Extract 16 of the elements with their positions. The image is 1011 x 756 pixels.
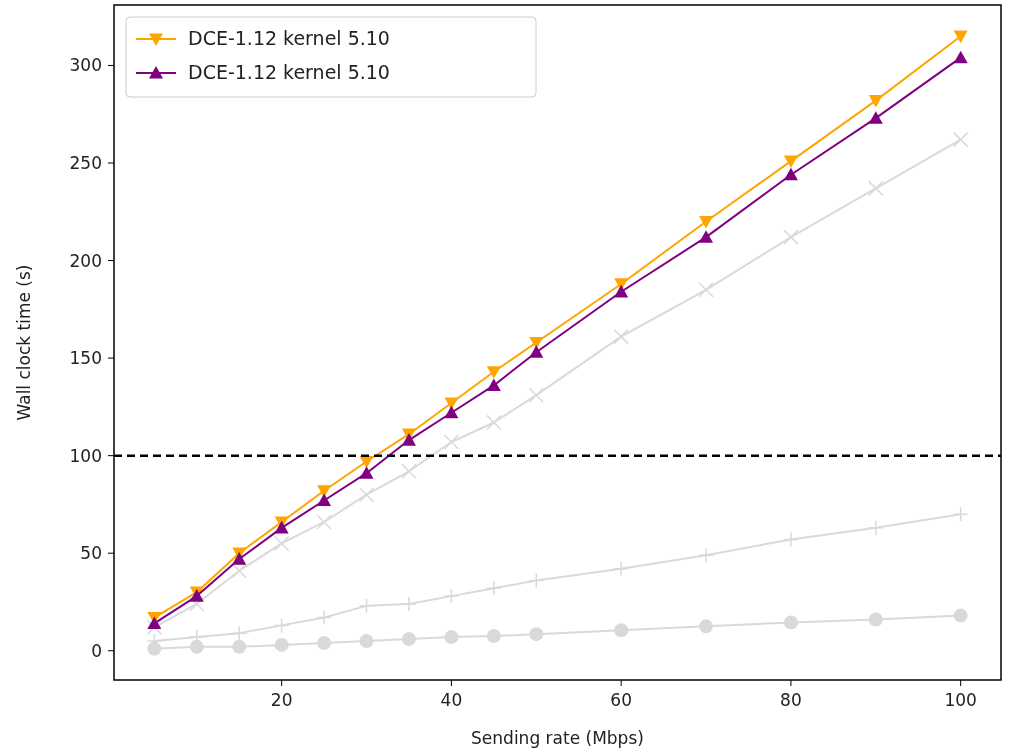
legend-label: DCE-1.12 kernel 5.10 [188,61,390,83]
x-tick-label: 100 [944,690,977,710]
x-tick-label: 40 [440,690,463,710]
y-tick-label: 200 [69,250,102,271]
y-tick-label: 50 [80,543,102,564]
x-tick-label: 80 [780,690,802,710]
y-tick-label: 150 [69,348,102,369]
y-tick-label: 0 [91,640,102,661]
y-tick-label: 100 [69,445,102,466]
y-tick-label: 250 [69,153,102,174]
legend-label: DCE-1.12 kernel 5.10 [188,27,390,49]
x-tick-label: 20 [270,690,293,710]
x-axis-title: Sending rate (Mbps) [471,728,644,748]
x-tick-label: 60 [610,690,632,710]
y-axis-title: Wall clock time (s) [14,264,34,421]
y-tick-label: 300 [69,55,102,76]
